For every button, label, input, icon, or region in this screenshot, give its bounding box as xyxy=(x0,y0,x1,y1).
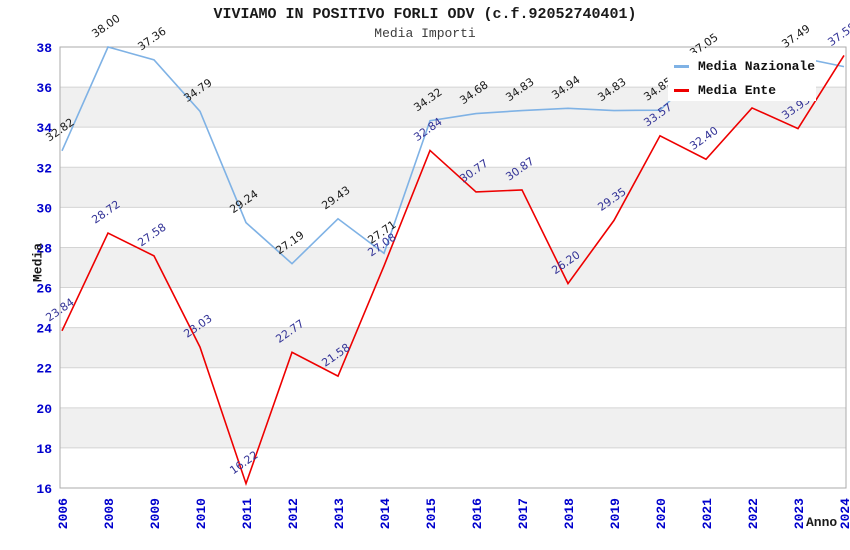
y-axis-title: Media xyxy=(30,243,46,283)
x-tick-label: 2013 xyxy=(332,498,347,529)
y-tick-label: 30 xyxy=(36,201,52,216)
legend-item-nazionale: Media Nazionale xyxy=(668,55,816,77)
plot-band xyxy=(60,167,846,208)
x-tick-label: 2022 xyxy=(746,498,761,529)
x-tick-label: 2014 xyxy=(378,498,393,529)
y-tick-label: 24 xyxy=(36,322,52,337)
data-label: 37.49 xyxy=(779,22,812,51)
plot-band xyxy=(60,407,846,448)
x-tick-label: 2012 xyxy=(286,498,301,529)
y-tick-label: 22 xyxy=(36,362,52,377)
legend-item-ente: Media Ente xyxy=(668,79,816,101)
x-tick-label: 2018 xyxy=(562,498,577,529)
data-label: 27.58 xyxy=(135,221,168,250)
y-tick-label: 16 xyxy=(36,482,52,497)
x-tick-label: 2011 xyxy=(240,498,255,529)
chart-subtitle: Media Importi xyxy=(374,26,476,41)
legend-label-ente: Media Ente xyxy=(698,82,777,98)
series-line-media-ente xyxy=(61,54,845,487)
x-tick-label: 2020 xyxy=(654,498,669,529)
x-axis-title: Anno xyxy=(806,515,838,530)
x-tick-label: 2016 xyxy=(470,498,485,529)
y-tick-label: 32 xyxy=(36,161,52,176)
ente-line-swatch-icon xyxy=(674,88,689,92)
plot-band xyxy=(60,247,846,288)
y-tick-label: 36 xyxy=(36,81,52,96)
y-tick-label: 20 xyxy=(36,402,52,417)
y-tick-label: 34 xyxy=(36,121,52,136)
data-label: 37.58 xyxy=(825,20,850,49)
x-tick-label: 2017 xyxy=(516,498,531,529)
legend-label-nazionale: Media Nazionale xyxy=(698,58,816,74)
chart-title: VIVIAMO IN POSITIVO FORLI ODV (c.f.92052… xyxy=(213,6,637,23)
legend: Media Nazionale Media Ente xyxy=(668,53,816,101)
y-tick-label: 38 xyxy=(36,41,52,56)
x-tick-label: 2023 xyxy=(792,498,807,529)
y-tick-label: 26 xyxy=(36,282,52,297)
x-tick-label: 2010 xyxy=(194,498,209,529)
x-tick-label: 2008 xyxy=(102,498,117,529)
x-tick-label: 2015 xyxy=(424,498,439,529)
y-tick-label: 18 xyxy=(36,442,52,457)
data-label: 37.36 xyxy=(135,25,168,54)
x-tick-label: 2024 xyxy=(838,498,850,529)
y-tick-label: 28 xyxy=(36,241,52,256)
x-tick-label: 2009 xyxy=(148,498,163,529)
x-tick-label: 2019 xyxy=(608,498,623,529)
x-tick-label: 2021 xyxy=(700,498,715,529)
plot-border xyxy=(59,46,847,489)
x-tick-label: 2006 xyxy=(56,498,71,529)
nazionale-line-swatch-icon xyxy=(674,64,689,68)
data-label: 16.22 xyxy=(227,448,260,477)
data-label: 38.00 xyxy=(89,12,122,41)
plot-band xyxy=(60,327,846,368)
